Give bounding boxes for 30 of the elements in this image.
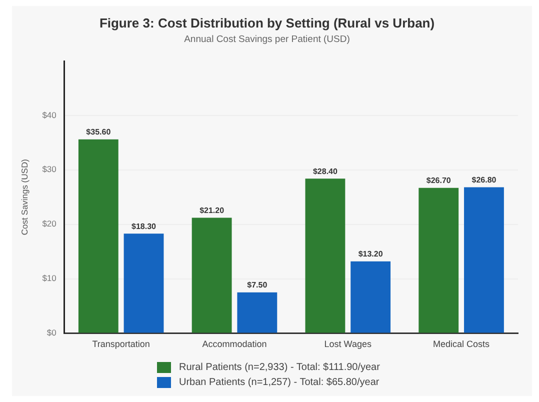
x-tick-label: Medical Costs: [433, 339, 490, 350]
y-tick-label: $10: [42, 273, 57, 284]
bar: [78, 139, 118, 333]
data-label: $35.60: [86, 128, 112, 137]
data-label: $7.50: [247, 280, 268, 290]
bar: [192, 218, 232, 333]
bar: [124, 234, 164, 333]
data-label: $13.20: [358, 250, 384, 259]
y-tick-label: $0: [46, 328, 57, 338]
y-tick-label: $40: [42, 110, 57, 120]
data-label: $18.30: [132, 222, 157, 231]
x-tick-label: Transportation: [92, 339, 150, 350]
bar: [237, 292, 278, 333]
data-label: $21.20: [200, 206, 225, 215]
y-tick-label: $30: [42, 164, 57, 174]
legend-label: Rural Patients (n=2,933) - Total: $111.90/year: [179, 362, 380, 373]
data-label: $26.80: [472, 176, 497, 185]
legend-label: Urban Patients (n=1,257) - Total: $65.80/year: [179, 377, 380, 388]
chart-subtitle: Annual Cost Savings per Patient (USD): [184, 34, 350, 45]
y-tick-label: $20: [42, 218, 57, 229]
data-label: $26.70: [426, 176, 452, 186]
bar: [418, 188, 459, 333]
x-tick-label: Lost Wages: [324, 339, 372, 350]
data-label: $28.40: [312, 166, 338, 176]
bar: [350, 261, 391, 333]
bar: [464, 187, 504, 333]
chart-title: Figure 3: Cost Distribution by Setting (Rural vs Urban): [99, 15, 435, 30]
y-axis-title: Cost Savings (USD): [19, 158, 30, 236]
bar: [305, 178, 346, 333]
x-tick-label: Accommodation: [202, 339, 267, 350]
